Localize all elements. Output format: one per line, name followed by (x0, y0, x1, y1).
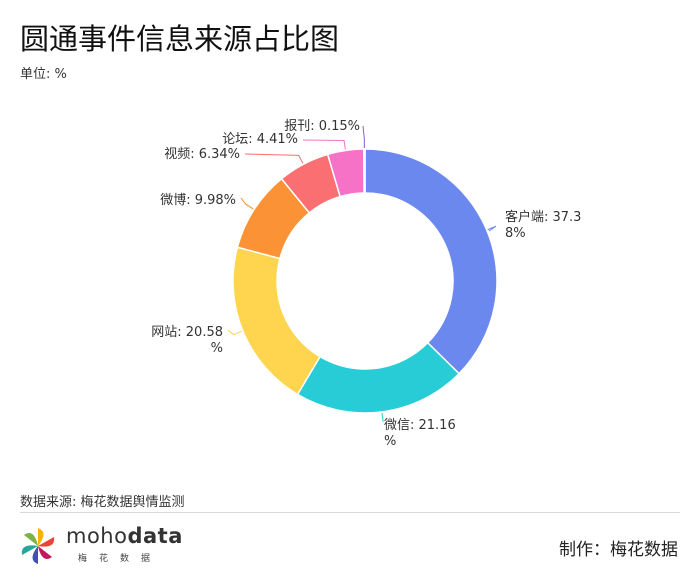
data-label-报刊: 报刊: 0.15% (284, 119, 360, 134)
data-label-微信: 微信: 21.16% (384, 418, 456, 449)
data-source: 数据来源: 梅花数据舆情监测 (20, 495, 185, 510)
slice-微信[interactable] (296, 341, 461, 414)
logo-wordmark: mohodata (66, 524, 183, 548)
footer-divider (20, 512, 680, 513)
credit-text: 制作：梅花数据 (559, 540, 678, 560)
data-label-论坛: 论坛: 4.41% (222, 132, 298, 147)
leader-line-视频 (244, 153, 304, 164)
donut-chart: 客户端: 37.3 8% 微信: 21.16 % 网站: 20.58 % 微博: 9.98%… (151, 119, 581, 449)
data-label-网站: 网站: 20.58% (151, 325, 223, 356)
slice-客户端[interactable] (364, 148, 498, 375)
data-label-微博: 微博: 9.98% (160, 193, 236, 208)
leader-line-客户端 (487, 225, 497, 232)
pinwheel-logo-icon (21, 528, 55, 564)
leader-line-微信 (381, 412, 384, 422)
data-label-客户端: 客户端: 37.3 8% (505, 209, 581, 241)
leader-line-报刊 (362, 125, 365, 149)
leader-line-微博 (240, 197, 254, 210)
leader-line-网站 (227, 329, 243, 336)
slice-报刊[interactable] (362, 148, 366, 194)
logo-subtitle: 梅花数据 (78, 554, 163, 564)
leader-line-论坛 (302, 139, 346, 150)
data-label-视频: 视频: 6.34% (164, 147, 240, 162)
mohodata-logo: mohodata 梅花数据 (18, 524, 182, 566)
slice-网站[interactable] (232, 246, 322, 396)
chart-title: 圆通事件信息来源占比图 (20, 22, 340, 56)
unit-label: 单位: % (20, 67, 67, 82)
